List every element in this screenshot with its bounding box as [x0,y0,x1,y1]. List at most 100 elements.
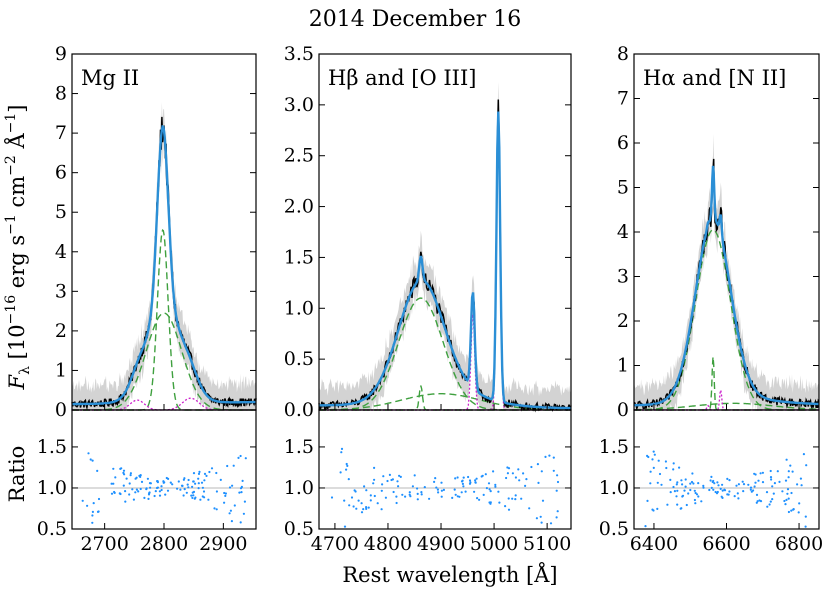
ratio-point [517,468,520,471]
ratio-point [784,479,788,482]
ratio-point [518,479,521,482]
ratio-point [773,482,777,485]
ratio-point [669,491,672,494]
ratio-point [687,492,690,495]
ratio-point [148,491,151,494]
ratio-point [769,469,772,473]
error-band [72,102,256,411]
ratio-point [433,480,436,483]
main-axes-frame [318,53,572,411]
ratio-point [380,489,383,492]
ratio-point [192,480,195,483]
ratio-point [203,472,207,475]
ratio-point [761,471,765,474]
ratio-point [461,482,464,485]
ratio-point [702,486,705,489]
ratio-point [653,453,656,456]
ratio-y-tick-label: 0.5 [599,518,629,540]
ratio-point [514,494,517,497]
ratio-point [435,486,438,489]
ratio-point [119,467,122,470]
ratio-point [749,488,752,491]
ratio-point [384,496,387,499]
ratio-point [171,483,174,486]
ratio-point [215,508,218,511]
ratio-point [223,491,226,495]
ratio-point [785,498,788,501]
ratio-point [467,475,470,479]
ratio-point [118,492,121,495]
ratio-point [649,470,652,473]
ratio-point [786,492,789,495]
ratio-point [754,473,757,476]
ratio-point [200,481,204,484]
ratio-point [386,479,389,483]
ratio-point [697,495,700,498]
ratio-point [799,477,803,480]
ratio-point [708,488,711,492]
ratio-point [409,495,412,498]
ratio-point [413,474,416,477]
ratio-point [202,490,206,493]
ratio-point [461,479,464,482]
ratio-point [96,510,100,513]
ratio-point [660,483,663,486]
ratio-point [456,476,459,479]
ratio-point [237,456,240,459]
x-tick-label: 4700 [311,533,359,555]
ratio-point [239,487,243,490]
ratio-point [710,486,713,489]
ratio-point [672,468,675,471]
ratio-point [758,499,761,502]
ratio-point [473,490,476,493]
ratio-point [187,486,190,489]
ratio-point [416,487,419,490]
x-tick-label: 6800 [775,533,823,555]
ratio-point [96,469,99,472]
ratio-point [420,491,423,494]
ratio-point [692,482,695,485]
ratio-point [369,494,372,497]
ratio-point [158,494,162,497]
ratio-point [92,502,95,505]
ratio-point [770,478,773,481]
ratio-point [712,479,715,483]
ratio-point [81,499,84,502]
ratio-point [747,483,750,486]
total-fit-line [319,111,571,410]
ratio-point [539,515,542,518]
ratio-point [713,482,716,485]
ratio-point [343,525,347,528]
ratio-point [428,497,431,500]
ratio-point [676,481,679,484]
ratio-point [423,486,426,489]
ratio-point [213,507,216,510]
y-tick-label: 0 [617,399,629,421]
x-tick-label: 4900 [417,533,465,555]
y-tick-label: 0.5 [284,348,314,370]
ratio-point [690,480,694,484]
ratio-point [656,481,659,484]
ratio-point [752,489,755,492]
ratio-point [203,479,206,482]
ratio-point [772,492,775,495]
ratio-point [230,520,233,523]
ratio-point [787,476,790,479]
ratio-point [781,490,784,493]
ratio-point [700,500,703,503]
ratio-point [182,478,185,481]
y-tick-label: 8 [55,83,67,105]
ratio-point [771,498,774,501]
ratio-point [675,483,678,486]
ratio-point [652,450,655,453]
ratio-point [197,472,201,475]
ratio-point [462,485,465,488]
ratio-point [156,481,159,484]
ratio-point [416,492,419,495]
ratio-point [712,488,715,491]
ratio-point [485,487,488,490]
ratio-point [146,477,149,480]
ratio-point [124,500,127,503]
panel-2: 0.0 0.5 1.0 1.5 2.0 2.5 3.0 3.5 0.5 1.0 1.5 4700 480… [284,43,572,555]
ratio-point [702,484,705,487]
